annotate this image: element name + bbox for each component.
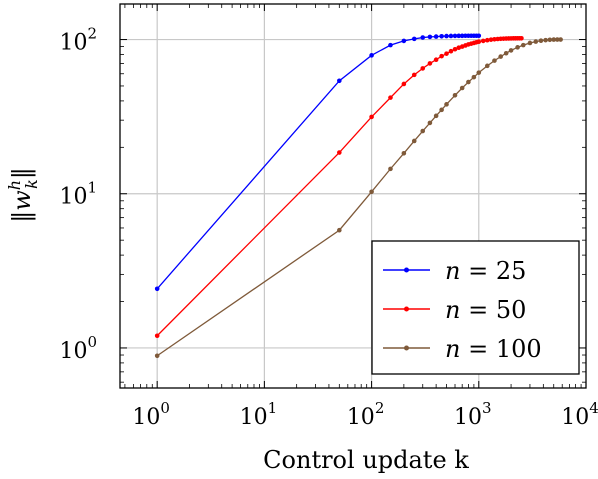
data-point (388, 42, 393, 48)
data-point (452, 33, 458, 39)
x-tick-labels: 100 101 102 103 104 (132, 399, 598, 430)
data-point (439, 33, 444, 39)
plot-frame (119, 3, 587, 389)
data-point (439, 107, 444, 113)
data-point (448, 33, 454, 39)
data-point (538, 38, 544, 43)
axis-ticks (120, 4, 587, 388)
data-point (456, 33, 462, 39)
data-point (369, 53, 374, 58)
legend-item-25: n = 25 (383, 257, 526, 285)
data-point (401, 38, 407, 44)
data-point (471, 74, 477, 80)
data-point (154, 286, 160, 292)
data-point (337, 150, 342, 155)
data-point (433, 57, 439, 63)
data-point (420, 128, 426, 134)
x-tick-label: 101 (240, 399, 278, 430)
data-point (492, 58, 497, 63)
data-point (498, 54, 503, 59)
y-tick-label: 100 (59, 333, 97, 364)
data-point (439, 53, 444, 59)
data-point (547, 37, 553, 43)
data-point (480, 38, 486, 44)
legend-label: n = 50 (445, 296, 526, 324)
legend-item-50: n = 50 (383, 296, 526, 324)
legend-item-100: n = 100 (383, 335, 542, 363)
data-point (388, 95, 393, 100)
x-tick-label: 103 (454, 399, 492, 430)
data-point (420, 66, 426, 71)
data-point (520, 42, 526, 48)
data-point (444, 33, 449, 39)
data-point (154, 353, 160, 359)
data-point (459, 85, 465, 91)
data-point (444, 102, 449, 107)
data-point (420, 35, 426, 40)
x-axis-title: Control update k (263, 446, 469, 474)
data-point (543, 37, 548, 43)
data-point (527, 40, 533, 46)
data-point (508, 48, 514, 53)
data-point (433, 113, 439, 119)
data-point (154, 333, 160, 339)
data-point (337, 227, 342, 233)
data-point (433, 34, 439, 39)
data-point (444, 51, 449, 56)
data-point (411, 72, 417, 78)
data-point (411, 36, 417, 42)
x-tick-label: 104 (561, 399, 598, 430)
series-100 (154, 37, 563, 359)
series-50 (154, 35, 524, 339)
y-tick-label: 101 (59, 179, 97, 210)
data-point (448, 48, 454, 54)
y-tick-label: 102 (59, 25, 97, 56)
data-point (411, 138, 417, 144)
data-point (558, 37, 563, 42)
data-point (459, 33, 465, 39)
y-axis-title: ‖whk‖ (5, 167, 41, 223)
x-tick-label: 102 (347, 399, 385, 430)
data-point (337, 78, 342, 84)
data-point (533, 39, 539, 44)
data-point (503, 50, 509, 56)
legend-label: n = 100 (445, 335, 542, 363)
data-point (401, 81, 407, 87)
data-point (519, 35, 524, 41)
legend-swatch-marker (404, 267, 409, 273)
grid (120, 4, 586, 388)
legend: n = 25 n = 50 n = 100 (371, 240, 580, 375)
data-point (388, 166, 393, 172)
data-point (476, 33, 482, 39)
y-tick-labels: 100 101 102 (59, 25, 97, 364)
series-group (154, 33, 563, 359)
data-point (515, 45, 520, 50)
data-point (466, 79, 471, 85)
data-point (369, 114, 374, 120)
legend-swatch-marker (404, 345, 409, 351)
data-point (452, 92, 458, 98)
data-point (555, 37, 560, 42)
legend-swatch-marker (404, 306, 409, 312)
svg-text:‖whk‖: ‖whk‖ (5, 167, 41, 223)
data-point (401, 150, 407, 156)
data-point (452, 46, 458, 52)
legend-label: n = 25 (445, 257, 526, 285)
data-point (427, 61, 433, 66)
data-point (427, 120, 433, 126)
data-point (484, 63, 490, 69)
data-point (484, 37, 490, 43)
data-point (476, 39, 482, 45)
data-point (551, 37, 557, 42)
data-point (456, 45, 462, 51)
series-25 (154, 33, 482, 292)
data-point (488, 37, 494, 42)
x-tick-label: 100 (132, 399, 170, 430)
data-point (427, 34, 433, 40)
data-point (476, 70, 482, 75)
data-point (369, 189, 374, 195)
